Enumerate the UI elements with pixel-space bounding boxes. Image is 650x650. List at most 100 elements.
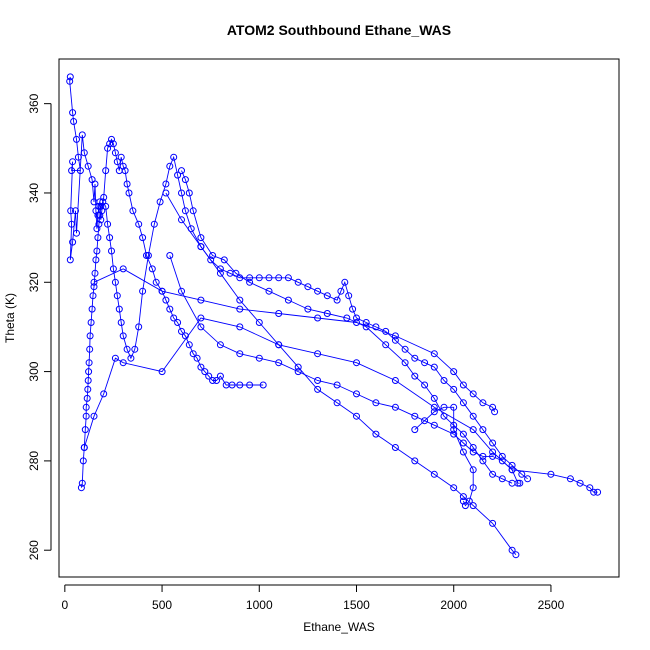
data-point <box>391 377 399 384</box>
data-point <box>102 167 110 175</box>
data-point <box>341 278 349 286</box>
data-point <box>391 403 399 411</box>
x-tick-label: 2500 <box>538 598 565 612</box>
data-point <box>178 189 185 197</box>
data-point <box>92 256 100 264</box>
data-point <box>450 403 458 411</box>
data-point <box>166 162 174 170</box>
data-point <box>197 243 205 251</box>
series-line <box>69 76 264 386</box>
data-point <box>104 144 112 152</box>
data-point <box>459 439 467 447</box>
data-point <box>91 269 99 277</box>
data-point <box>469 444 477 451</box>
data-point <box>86 332 94 340</box>
data-point <box>547 470 555 478</box>
data-point <box>97 216 105 224</box>
data-point <box>524 475 532 483</box>
data-point <box>372 430 380 438</box>
data-point <box>391 444 399 451</box>
data-point <box>459 497 467 505</box>
data-point <box>209 252 217 259</box>
data-point <box>73 229 80 237</box>
data-point <box>491 408 499 416</box>
x-tick-label: 500 <box>152 598 172 612</box>
data-point <box>125 189 133 197</box>
x-tick-label: 1500 <box>343 598 370 612</box>
data-point <box>82 412 90 420</box>
data-point <box>119 359 127 367</box>
data-point <box>345 292 353 300</box>
data-point <box>100 193 108 201</box>
data-point <box>93 225 101 233</box>
data-point <box>255 354 263 362</box>
series-8 <box>411 403 477 510</box>
data-point <box>86 345 94 353</box>
y-tick-label: 360 <box>27 93 41 113</box>
data-layer <box>66 73 602 559</box>
series-1 <box>66 73 267 389</box>
y-tick-label: 260 <box>27 540 41 560</box>
data-point <box>117 153 125 161</box>
data-point <box>76 167 84 175</box>
data-point <box>178 327 185 335</box>
data-point <box>119 265 127 273</box>
data-point <box>90 283 98 291</box>
data-point <box>508 466 516 474</box>
data-point <box>100 390 108 398</box>
data-point <box>209 377 217 384</box>
data-point <box>69 109 77 117</box>
data-point <box>228 381 236 389</box>
data-point <box>66 77 74 85</box>
data-point <box>69 238 77 246</box>
data-point <box>197 296 205 304</box>
y-tick-label: 320 <box>27 272 41 292</box>
data-point <box>479 399 487 407</box>
data-point <box>479 426 487 434</box>
data-point <box>430 394 438 402</box>
data-point <box>566 475 574 483</box>
data-point <box>135 220 143 228</box>
data-point <box>68 220 76 228</box>
data-point <box>119 332 127 340</box>
data-point <box>162 180 170 188</box>
data-point <box>102 202 110 210</box>
data-point <box>74 153 82 161</box>
data-point <box>391 336 399 344</box>
data-point <box>87 319 95 326</box>
data-point <box>216 372 224 380</box>
data-point <box>144 252 152 259</box>
data-point <box>83 394 91 402</box>
data-point <box>97 202 105 210</box>
data-point <box>131 345 139 353</box>
series-2 <box>77 153 532 492</box>
data-point <box>197 234 205 242</box>
data-point <box>162 189 170 197</box>
data-point <box>459 399 467 407</box>
data-point <box>94 234 102 242</box>
data-point <box>90 412 98 420</box>
data-point <box>197 323 205 331</box>
data-point <box>104 220 112 228</box>
data-point <box>430 350 438 358</box>
data-point <box>113 292 121 300</box>
data-point <box>170 314 178 322</box>
data-point <box>508 461 516 469</box>
data-point <box>411 354 419 362</box>
data-point <box>220 256 228 264</box>
data-point <box>284 274 292 282</box>
data-point <box>109 265 117 273</box>
data-point <box>576 479 584 487</box>
series-line <box>80 155 528 488</box>
data-point <box>265 287 273 295</box>
data-point <box>461 502 469 510</box>
data-point <box>139 287 147 295</box>
data-point <box>158 287 166 295</box>
data-point <box>469 390 477 398</box>
data-point <box>78 131 86 139</box>
data-point <box>353 412 360 420</box>
data-point <box>77 484 85 492</box>
data-point <box>174 319 182 326</box>
data-point <box>450 430 458 438</box>
data-point <box>333 296 341 304</box>
